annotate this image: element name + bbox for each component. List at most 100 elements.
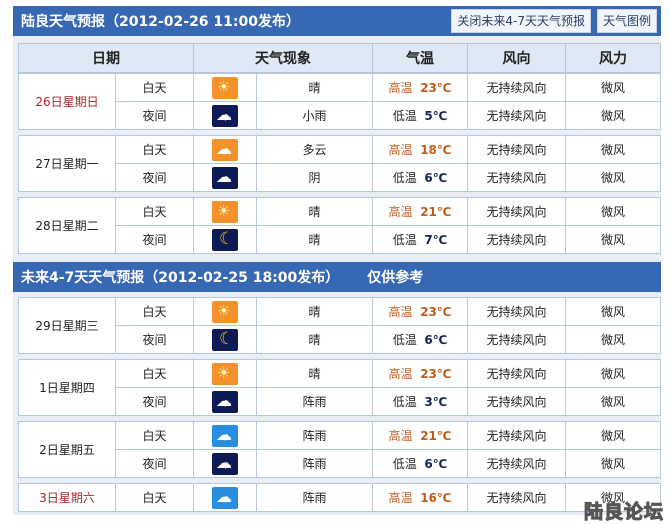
- wind-force-cell: 微风: [565, 197, 661, 226]
- wind-dir-cell: 无持续风向: [467, 297, 566, 326]
- weather-cell: 晴: [256, 225, 373, 254]
- close-4-7-day-button[interactable]: 关闭未来4-7天天气预报: [451, 9, 591, 33]
- date-cell: 28日星期二: [18, 197, 116, 254]
- period-cell: 夜间: [115, 325, 194, 354]
- section2-note: 仅供参考: [367, 270, 424, 286]
- temp-value: 6℃: [424, 457, 448, 471]
- wind-force-cell: 微风: [565, 483, 661, 512]
- temp-label: 低温: [392, 109, 417, 123]
- wind-force-cell: 微风: [565, 297, 661, 326]
- weather-cell: 阵雨: [256, 483, 373, 512]
- forecast-row: 夜间 阴 低温 6℃ 无持续风向 微风: [19, 163, 661, 192]
- weather-cell: 阴: [256, 163, 373, 192]
- date-cell: 3日星期六: [18, 483, 116, 512]
- col-date: 日期: [18, 43, 194, 73]
- date-cell: 2日星期五: [18, 421, 116, 478]
- forecast-row: 夜间 阵雨 低温 3℃ 无持续风向 微风: [19, 387, 661, 416]
- forecast-row: 夜间 小雨 低温 5℃ 无持续风向 微风: [19, 101, 661, 130]
- period-cell: 白天: [115, 73, 194, 102]
- weather-legend-button[interactable]: 天气图例: [596, 9, 657, 33]
- period-cell: 白天: [115, 483, 194, 512]
- wind-force-cell: 微风: [565, 135, 661, 164]
- wind-force-cell: 微风: [565, 387, 661, 416]
- sunny-icon: [212, 300, 238, 323]
- period-cell: 夜间: [115, 101, 194, 130]
- weather-cell: 晴: [256, 325, 373, 354]
- wind-dir-cell: 无持续风向: [467, 225, 566, 254]
- weather-cell: 阵雨: [256, 421, 373, 450]
- temp-label: 低温: [392, 171, 417, 185]
- forecast-panel: 陆良天气预报（2012-02-26 11:00发布） 关闭未来4-7天天气预报 …: [13, 6, 661, 515]
- temp-label: 低温: [392, 457, 417, 471]
- period-cell: 白天: [115, 297, 194, 326]
- night-light-rain-icon: [212, 104, 238, 128]
- temp-cell: 高温 23℃: [372, 297, 468, 326]
- wind-dir-cell: 无持续风向: [467, 73, 566, 102]
- day-shower-icon: [212, 486, 238, 510]
- temp-value: 23℃: [420, 305, 452, 319]
- wind-force-cell: 微风: [565, 163, 661, 192]
- forecast-title: 陆良天气预报（2012-02-26 11:00发布）: [21, 14, 300, 30]
- wind-force-cell: 微风: [565, 449, 661, 478]
- wind-force-cell: 微风: [565, 325, 661, 354]
- icon-cell: [193, 421, 257, 450]
- weather-cell: 晴: [256, 359, 373, 388]
- period-cell: 白天: [115, 135, 194, 164]
- temp-cell: 低温 5℃: [372, 101, 468, 130]
- section2-header: 未来4-7天天气预报（2012-02-25 18:00发布） 仅供参考: [13, 262, 661, 292]
- forecast-header: 陆良天气预报（2012-02-26 11:00发布） 关闭未来4-7天天气预报 …: [13, 6, 661, 36]
- header-buttons: 关闭未来4-7天天气预报 天气图例: [451, 9, 661, 33]
- temp-label: 低温: [392, 333, 417, 347]
- temp-value: 16℃: [420, 491, 452, 505]
- weather-cell: 晴: [256, 197, 373, 226]
- day-shower-icon: [212, 424, 238, 448]
- period-cell: 夜间: [115, 225, 194, 254]
- wind-force-cell: 微风: [565, 225, 661, 254]
- icon-cell: [193, 101, 257, 130]
- temp-label: 高温: [388, 305, 413, 319]
- wind-force-cell: 微风: [565, 73, 661, 102]
- forecast-row: 夜间 阵雨 低温 6℃ 无持续风向 微风: [19, 449, 661, 478]
- temp-value: 21℃: [420, 429, 452, 443]
- partly-cloudy-icon: [212, 138, 238, 161]
- temp-label: 高温: [388, 491, 413, 505]
- wind-dir-cell: 无持续风向: [467, 325, 566, 354]
- wind-dir-cell: 无持续风向: [467, 449, 566, 478]
- wind-force-cell: 微风: [565, 421, 661, 450]
- wind-force-cell: 微风: [565, 359, 661, 388]
- icon-cell: [193, 73, 257, 102]
- period-cell: 白天: [115, 359, 194, 388]
- wind-dir-cell: 无持续风向: [467, 483, 566, 512]
- period-cell: 白天: [115, 197, 194, 226]
- weather-cell: 阵雨: [256, 449, 373, 478]
- date-cell: 29日星期三: [18, 297, 116, 354]
- period-cell: 夜间: [115, 163, 194, 192]
- period-cell: 夜间: [115, 387, 194, 416]
- moon-icon: [212, 328, 238, 351]
- period-cell: 夜间: [115, 449, 194, 478]
- night-shower-icon: [212, 390, 238, 414]
- temp-cell: 低温 6℃: [372, 449, 468, 478]
- temp-value: 18℃: [420, 143, 452, 157]
- date-cell: 27日星期一: [18, 135, 116, 192]
- temp-cell: 高温 21℃: [372, 197, 468, 226]
- moon-icon: [212, 228, 238, 251]
- temp-value: 6℃: [424, 333, 448, 347]
- icon-cell: [193, 297, 257, 326]
- night-overcast-icon: [212, 166, 238, 189]
- temp-value: 3℃: [424, 395, 448, 409]
- forecast-row: 夜间 晴 低温 7℃ 无持续风向 微风: [19, 225, 661, 254]
- wind-dir-cell: 无持续风向: [467, 163, 566, 192]
- temp-value: 5℃: [424, 109, 448, 123]
- temp-cell: 高温 23℃: [372, 73, 468, 102]
- wind-dir-cell: 无持续风向: [467, 387, 566, 416]
- icon-cell: [193, 359, 257, 388]
